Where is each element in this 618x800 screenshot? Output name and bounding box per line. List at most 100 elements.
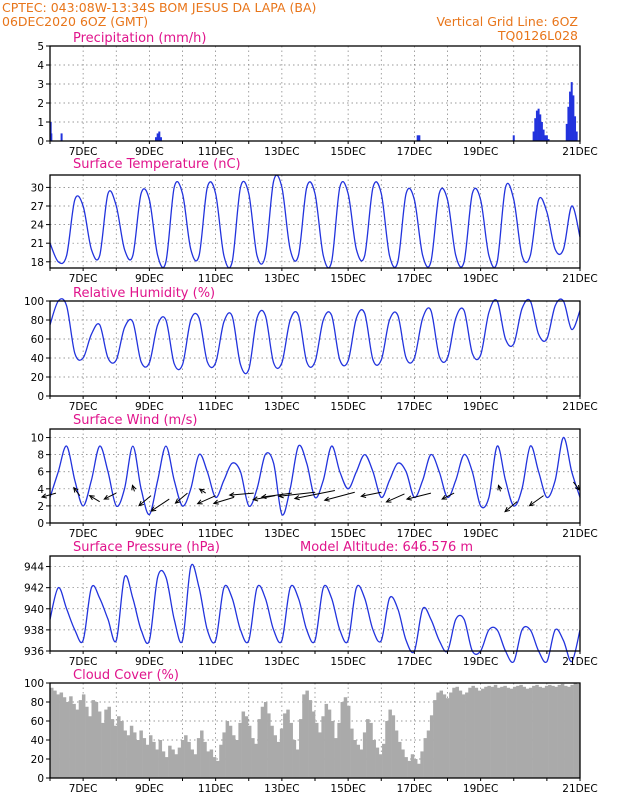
cloud-bar: [158, 740, 163, 778]
y-tick-label: 1: [37, 117, 44, 129]
cloud-bar: [544, 685, 549, 778]
cloud-bar: [560, 683, 565, 778]
wind-arrow: [41, 492, 57, 498]
cloud-bar: [433, 700, 437, 778]
panel-wind: Surface Wind (m/s) 0 2 4 6 8 10 7DEC 9DEC 11DEC 13…: [31, 413, 598, 540]
cloud-bar: [139, 730, 143, 778]
cloud-bar: [564, 685, 568, 778]
x-tick-label: 11DEC: [198, 656, 233, 668]
cloud-bar: [350, 728, 354, 778]
cloud-bar: [260, 706, 265, 778]
y-tick-label: 0: [37, 773, 44, 785]
wind-arrow: [261, 492, 292, 498]
cloud-bar: [426, 730, 431, 778]
x-tick-label: 15DEC: [330, 528, 365, 540]
cloud-bar: [471, 685, 475, 778]
x-tick-label: 21DEC: [562, 146, 597, 158]
cloud-bar: [519, 684, 523, 778]
cloud-bar: [321, 716, 325, 778]
cloud-bar: [512, 686, 517, 778]
cloud-bar: [576, 683, 581, 778]
precip-bar: [570, 82, 573, 141]
cloud-bar: [570, 684, 574, 778]
cloud-bar: [50, 687, 54, 778]
cloud-bar: [356, 744, 360, 778]
wind-arrow-head: [441, 494, 448, 500]
cloud-bar: [506, 687, 511, 778]
y-tick-label: 940: [24, 604, 44, 616]
cloud-bar: [343, 697, 348, 778]
y-tick-label: 40: [31, 353, 44, 365]
y-tick-label: 936: [24, 646, 44, 658]
cloud-bar: [206, 751, 210, 778]
cloud-bar: [445, 698, 450, 778]
wind-arrow-head: [405, 495, 412, 501]
precip-bar: [569, 91, 572, 141]
x-tick-label: 19DEC: [463, 273, 498, 285]
x-tick-label: 15DEC: [330, 146, 365, 158]
y-tick-label: 27: [31, 201, 44, 213]
x-tick-label: 13DEC: [264, 783, 299, 795]
cloud-bar: [238, 722, 242, 778]
cloud-bar: [187, 741, 191, 778]
cloud-bar: [75, 709, 80, 778]
cloud-bar: [413, 759, 418, 778]
y-tick-label: 5: [37, 41, 44, 53]
cloud-bar: [487, 685, 491, 778]
x-tick-label: 17DEC: [397, 783, 432, 795]
y-tick-label: 30: [31, 182, 44, 194]
cloud-bar: [382, 743, 386, 778]
wind-arrow-head: [385, 497, 392, 503]
wind-arrow-head: [323, 496, 330, 502]
cloud-bar: [372, 740, 376, 778]
wind-arrow: [572, 481, 580, 491]
cloud-bar: [442, 694, 447, 778]
panel-temp: Surface Temperature (nC) 18 21 24 27 30 7DEC 9D…: [31, 157, 598, 285]
cloud-bar: [420, 751, 424, 778]
cloud-bar: [318, 732, 322, 778]
wind-arrow-head: [252, 496, 259, 502]
x-tick-label: 17DEC: [397, 528, 432, 540]
cloud-bar: [490, 686, 495, 778]
cloud-bar: [180, 740, 185, 778]
y-tick-label: 3: [37, 79, 44, 91]
cloud-bar: [410, 754, 415, 778]
x-tick-label: 11DEC: [198, 273, 233, 285]
x-tick-label: 19DEC: [463, 401, 498, 413]
cloud-bar: [235, 740, 239, 778]
wind-arrow-head: [260, 493, 267, 500]
x-tick-label: 19DEC: [463, 656, 498, 668]
header-model: TQ0126L028: [497, 28, 578, 43]
cloud-bar: [101, 722, 105, 778]
cloud-bar: [289, 722, 293, 778]
precip-bar: [60, 133, 63, 141]
cloud-bar: [503, 685, 507, 778]
y-tick-label: 942: [24, 583, 44, 595]
wind-arrow: [175, 492, 188, 504]
wind-arrow: [138, 495, 152, 507]
precip-bar: [540, 122, 543, 141]
cloud-bar: [219, 744, 223, 778]
cloud-bar: [174, 754, 179, 778]
cloud-bar: [225, 721, 230, 778]
cloud-bar: [97, 711, 102, 778]
wind-arrow-head: [150, 506, 157, 512]
precip-bar: [547, 139, 550, 141]
precip-bar: [156, 133, 159, 141]
cloud-bar: [104, 709, 108, 778]
cloud-bar: [302, 694, 306, 778]
cloud-bar: [283, 713, 287, 778]
cloud-bar: [362, 732, 367, 778]
wind-arrow: [213, 496, 234, 504]
cloud-bar: [53, 690, 57, 778]
x-tick-label: 15DEC: [330, 401, 365, 413]
cloud-bar: [136, 740, 140, 778]
x-tick-label: 13DEC: [264, 656, 299, 668]
cloud-bar: [388, 709, 392, 778]
cloud-bar: [366, 719, 370, 778]
cloud-bar: [295, 749, 300, 778]
x-tick-label: 17DEC: [397, 401, 432, 413]
precip-bar: [575, 131, 578, 141]
cloud-bar: [474, 687, 479, 778]
